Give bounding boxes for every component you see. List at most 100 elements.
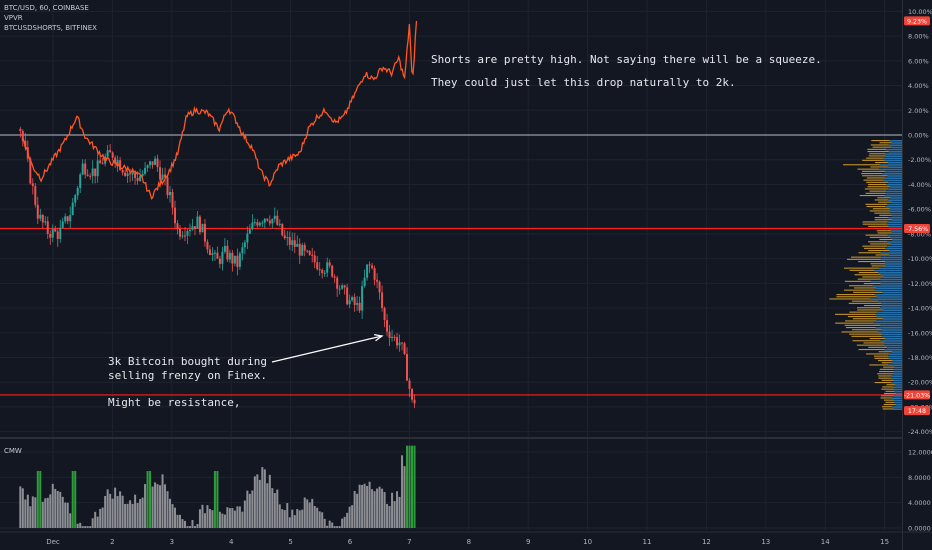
cmw-bar	[84, 526, 87, 528]
cmw-bar	[253, 476, 256, 528]
candle-body	[86, 174, 89, 176]
cmw-bar	[363, 483, 366, 528]
cmw-bar	[124, 503, 127, 528]
vpvr-bar-blue	[880, 283, 902, 285]
cmw-bar	[336, 526, 339, 528]
candle-body	[198, 216, 201, 233]
y-tick-label: 0.00%	[908, 132, 929, 140]
vpvr-bar-blue	[887, 221, 902, 223]
cmw-bar	[398, 496, 401, 528]
vpvr-bar-blue	[885, 338, 902, 340]
vpvr-bar-blue	[895, 393, 902, 395]
cmw-tick-label: 4.0000	[908, 499, 931, 507]
cmw-bar	[216, 471, 219, 528]
vpvr-bar-blue	[886, 184, 902, 186]
cmw-bar	[89, 526, 92, 528]
vpvr-bar-orange	[868, 184, 887, 186]
vpvr-bar-orange	[849, 333, 883, 335]
candle-body	[176, 223, 179, 229]
vpvr-bar-blue	[872, 285, 902, 287]
y-tick-label: -8.00%	[908, 230, 931, 238]
candle-body	[353, 297, 356, 305]
arrow-shaft	[271, 335, 383, 363]
vpvr-bar-orange	[844, 289, 875, 291]
y-tick-label: -4.00%	[908, 181, 931, 189]
candle-body	[139, 176, 142, 181]
cmw-bar	[311, 498, 314, 528]
cmw-bar	[248, 493, 251, 528]
candle-body	[178, 228, 181, 237]
vpvr-bar-blue	[887, 175, 902, 177]
candle-body	[396, 337, 399, 346]
candle-body	[79, 174, 82, 188]
vpvr-bar-blue	[884, 349, 902, 351]
vpvr-bar-blue	[887, 234, 902, 237]
candle-body	[59, 227, 62, 239]
cmw-bar	[288, 517, 291, 528]
vpvr-bar-orange	[829, 298, 871, 300]
vpvr-bar-orange	[878, 375, 892, 377]
candle-body	[19, 128, 22, 132]
shorts-series	[22, 20, 418, 200]
candle-body	[378, 281, 381, 293]
candle-body	[243, 242, 246, 248]
vpvr-bar-blue	[888, 225, 902, 228]
cmw-bar	[139, 499, 142, 528]
cmw-bar	[381, 488, 384, 528]
vpvr-bar-blue	[893, 388, 902, 391]
candle-body	[44, 221, 47, 223]
cmw-bar	[74, 471, 77, 528]
vpvr-bar-orange	[841, 331, 879, 333]
candle-body	[371, 265, 374, 269]
vpvr-bar-orange	[878, 360, 893, 362]
cmw-bar	[34, 497, 37, 528]
candle-body	[151, 161, 154, 165]
vpvr-bar-orange	[882, 386, 894, 388]
vpvr-bar-orange	[858, 261, 886, 263]
candle-body	[183, 235, 186, 237]
vpvr-bar-orange	[844, 267, 880, 269]
cmw-bar	[106, 489, 109, 528]
x-tick-label: 15	[880, 538, 889, 546]
cmw-bar	[321, 512, 324, 528]
vpvr-bar-orange	[863, 179, 884, 181]
candle-body	[296, 243, 299, 247]
cmw-bar	[36, 471, 39, 528]
vpvr-bar-orange	[863, 305, 882, 307]
vpvr-bar-orange	[851, 300, 879, 302]
cmw-bar	[403, 466, 406, 528]
x-tick-label: 9	[526, 538, 530, 546]
cmw-bar	[303, 497, 306, 528]
vpvr-bar-blue	[892, 360, 902, 362]
cmw-bar	[41, 501, 44, 528]
cmw-bar	[386, 503, 389, 528]
cmw-bar	[69, 513, 72, 528]
candle-body	[411, 388, 414, 400]
vpvr-bar-blue	[878, 331, 902, 333]
cmw-bar	[104, 496, 107, 528]
y-tick-label: -2.00%	[908, 156, 931, 164]
vpvr-bar-blue	[874, 294, 902, 296]
candle-body	[106, 150, 109, 157]
candle-body	[311, 254, 314, 256]
cmw-bar	[338, 526, 341, 528]
vpvr-bar-orange	[858, 252, 881, 254]
price-badge-label: 9.23%	[907, 18, 927, 25]
candle-body	[211, 253, 214, 256]
candle-body	[91, 168, 94, 176]
candle-body	[283, 235, 286, 239]
vpvr-bar-orange	[865, 192, 886, 194]
candle-body	[321, 269, 324, 274]
candle-body	[146, 165, 149, 168]
cmw-bar	[94, 511, 97, 528]
vpvr-bar-orange	[884, 399, 895, 401]
vpvr-bar-blue	[891, 397, 902, 399]
vpvr-bar-blue	[876, 320, 902, 322]
y-tick-label: -20.00%	[908, 379, 932, 387]
vpvr-bar-orange	[835, 322, 874, 324]
candle-body	[119, 160, 122, 171]
vpvr-bar-blue	[886, 190, 902, 193]
candle-body	[303, 244, 306, 251]
vpvr-bar-orange	[844, 280, 872, 282]
